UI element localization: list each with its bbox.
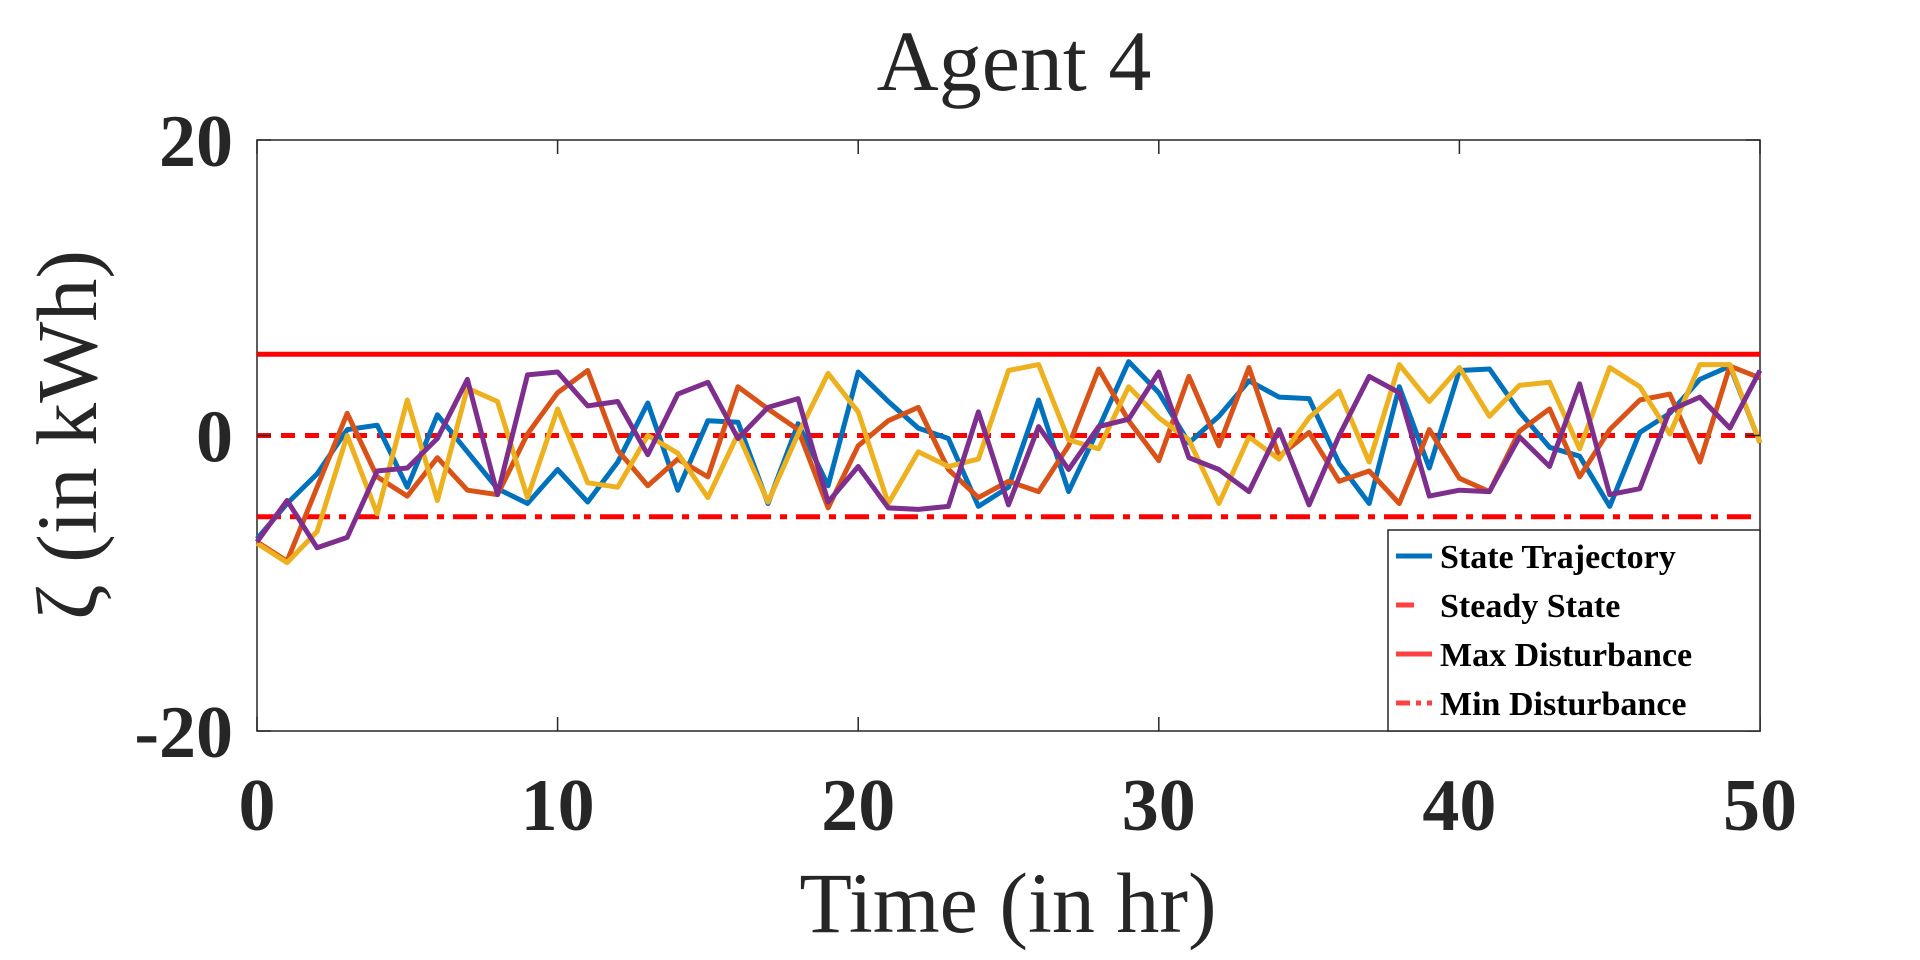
legend-entries: State Trajectory Steady State Max Disturba… — [1396, 539, 1692, 723]
y-tick-label: 0 — [196, 397, 233, 479]
chart-title: Agent 4 — [877, 13, 1152, 109]
series-lines — [254, 359, 1763, 566]
legend-label: State Trajectory — [1440, 539, 1676, 576]
y-tick-label: -20 — [134, 692, 233, 774]
x-tick-label: 40 — [1422, 765, 1496, 847]
x-axis-label: Time (in hr) — [799, 855, 1216, 951]
x-tick-label: 0 — [239, 765, 276, 847]
y-axis-label: ζ (in kWh) — [19, 250, 115, 620]
x-tick-label: 10 — [521, 765, 595, 847]
y-tick-label: 20 — [159, 101, 233, 183]
x-tick-label: 20 — [821, 765, 895, 847]
series-line-4 — [254, 369, 1763, 551]
legend-label: Max Disturbance — [1440, 637, 1692, 674]
x-tick-label: 30 — [1122, 765, 1196, 847]
x-tick-label: 50 — [1723, 765, 1797, 847]
legend-label: Steady State — [1440, 588, 1620, 625]
legend: State Trajectory Steady State Max Disturba… — [1387, 529, 1761, 732]
legend-box — [1387, 529, 1761, 732]
series-line-3 — [255, 362, 1763, 566]
legend-label: Min Disturbance — [1440, 686, 1687, 723]
